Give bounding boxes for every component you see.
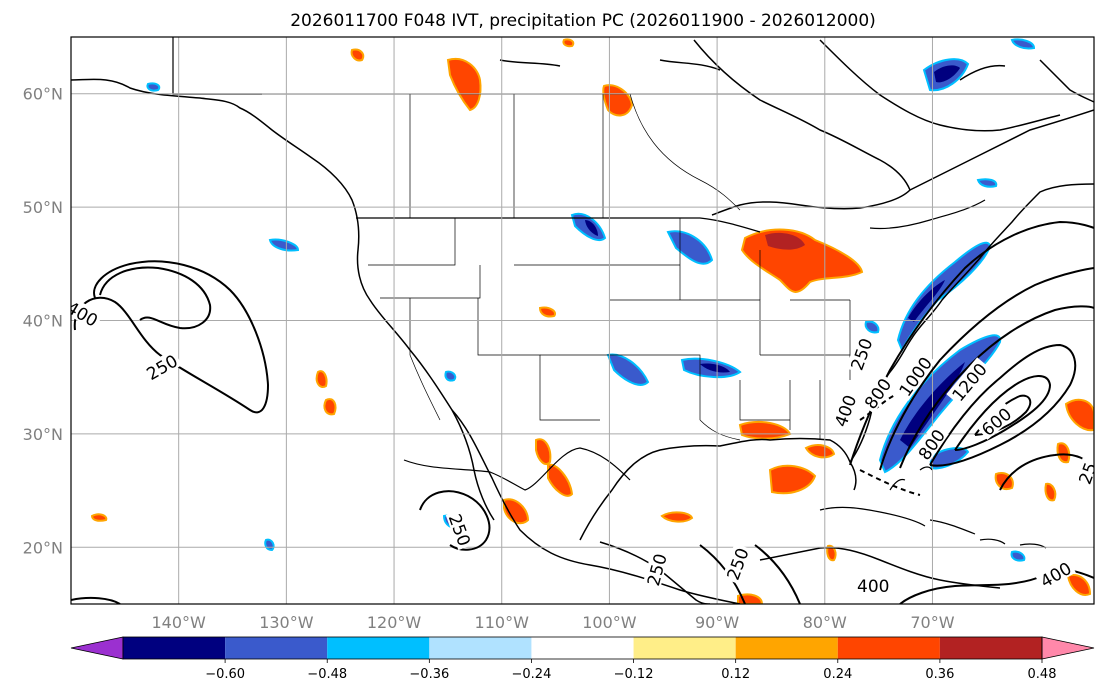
colorbar-extend-high [1041,636,1095,660]
map-title: 2026011700 F048 IVT, precipitation PC (2… [290,11,876,31]
coastlines [71,39,1094,604]
colorbar-segment [225,637,328,659]
colorbar-tick-label: 0.12 [721,667,750,682]
gridlines [71,37,1094,604]
map-frame [70,36,1095,605]
colorbar-tick-label: −0.12 [614,667,654,682]
lon-tick-label: 80°W [803,613,847,632]
contour-label-bg [721,543,752,585]
contour-label: 400 [854,575,892,597]
colorbar-tick-label: 0.24 [823,667,852,682]
colorbar-segment [531,637,634,659]
lon-tick-label: 140°W [152,613,207,632]
lon-tick-label: 130°W [259,613,314,632]
contour-label-bg [445,509,476,551]
colorbar-frame [122,636,1043,660]
lat-tick-label: 30°N [23,425,63,444]
lat-tick-label: 20°N [23,538,63,557]
islands [819,466,1047,549]
contour-label-bg [829,390,860,431]
contour-label-bg [71,296,104,331]
contour-label-text: 400 [857,577,889,597]
contour-label-bg [893,351,936,401]
contour-label-bg [859,372,895,414]
contour-label-bg [1073,457,1094,489]
colorbar-extend-low [70,636,124,660]
contour-label-bg [912,423,949,465]
colorbar: −0.60 −0.48 −0.36 −0.24 −0.12 0.12 0.24 0.36 0.4… [70,636,1095,682]
lat-tick-label: 60°N [23,85,63,104]
contour-label: 25 [1073,457,1102,489]
contour-label-bg [854,575,892,594]
state-borders [262,93,1094,441]
colorbar-segment [327,637,430,659]
lon-tick-label: 70°W [910,613,954,632]
lon-tick-label: 120°W [367,613,422,632]
colorbar-tick-label: −0.48 [307,667,347,682]
contour-label-bg [975,402,1016,440]
precip-positive-areas [90,38,1094,604]
colorbar-segment [633,637,736,659]
contour-label-bg [642,549,670,590]
colorbar-tick-label: 0.48 [1028,667,1057,682]
contour-label-bg [946,357,991,406]
colorbar-tick-label: −0.36 [409,667,449,682]
colorbar-segment [123,637,226,659]
ivt-contours-dashed [859,394,921,496]
lon-tick-label: 110°W [475,613,530,632]
lat-tick-label: 50°N [23,198,63,217]
colorbar-segment [939,637,1042,659]
latitude-tick-labels: 60°N 50°N 40°N 30°N 20°N [23,85,63,558]
colorbar-segment [429,637,532,659]
colorbar-segment [735,637,838,659]
colorbar-tick-label: −0.60 [205,667,245,682]
contour-label-text: 25 [1076,460,1102,487]
lon-tick-label: 90°W [695,613,739,632]
lon-tick-label: 100°W [582,613,637,632]
colorbar-tick-label: −0.24 [512,667,552,682]
colorbar-tick-label: 0.36 [925,667,954,682]
contour-label-bg [141,349,183,384]
contour-label-bg [845,333,876,375]
colorbar-segment [837,637,940,659]
lat-tick-label: 40°N [23,312,63,331]
longitude-tick-labels: 140°W 130°W 120°W 110°W 100°W 90°W 80°W 70°W [152,613,955,632]
contour-label-bg [1034,556,1076,591]
